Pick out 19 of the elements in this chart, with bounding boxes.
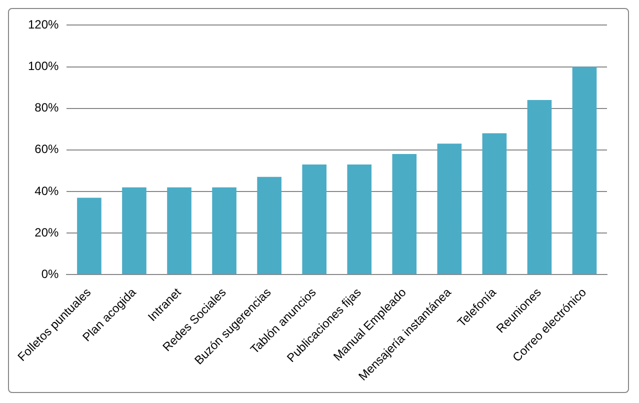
bar <box>572 66 597 274</box>
y-tick-label: 120% <box>28 18 60 32</box>
bar <box>392 154 417 274</box>
y-tick-label: 0% <box>41 266 60 281</box>
bar <box>437 144 462 274</box>
bar <box>302 164 326 274</box>
y-tick-label: 80% <box>34 100 60 115</box>
bar <box>482 133 507 274</box>
bar <box>527 100 552 274</box>
y-tick-label: 100% <box>28 59 60 74</box>
y-tick-label: 40% <box>34 184 60 198</box>
bar <box>347 164 372 274</box>
bar <box>212 187 236 274</box>
bar <box>167 187 192 274</box>
y-tick-label: 20% <box>34 225 60 240</box>
bar <box>77 198 102 274</box>
bar <box>257 176 282 274</box>
bar <box>122 187 146 274</box>
y-tick-label: 60% <box>34 142 60 156</box>
